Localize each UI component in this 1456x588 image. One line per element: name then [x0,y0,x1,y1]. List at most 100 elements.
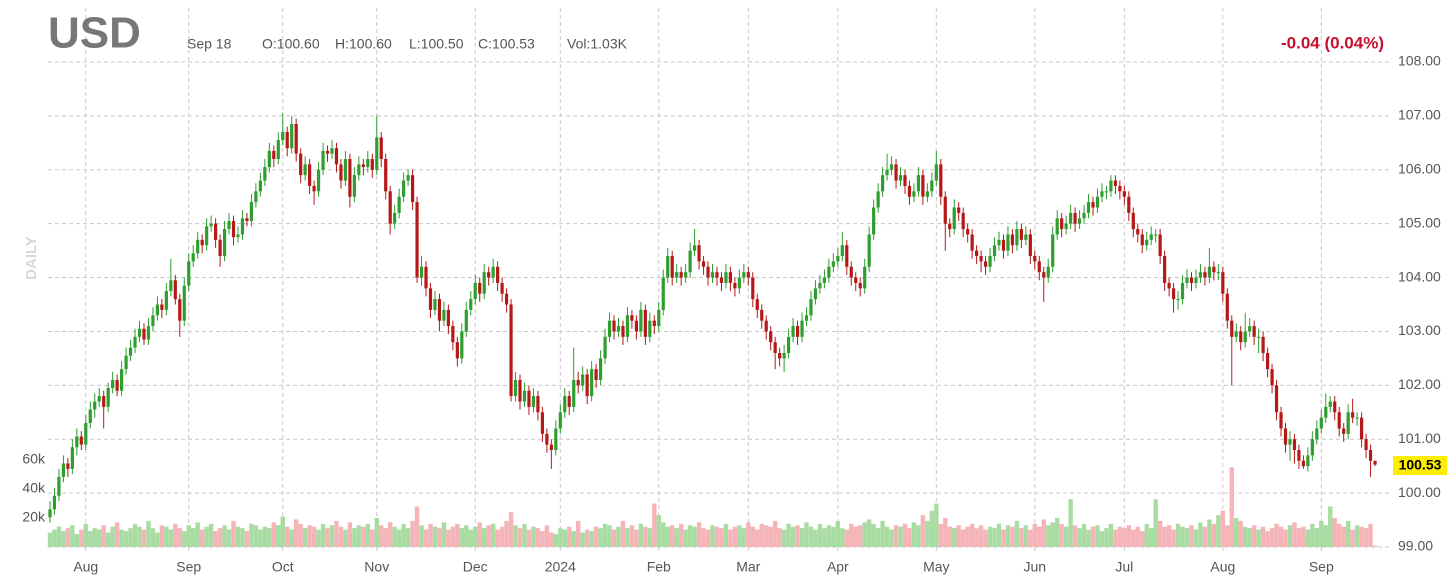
volume-bar [83,523,88,547]
volume-bar [875,528,881,547]
volume-bar [549,532,554,547]
candle-body [424,266,428,289]
volume-bar [1283,529,1288,547]
volume-bar [920,515,926,547]
volume-bar [392,526,397,547]
volume-bar [370,529,375,547]
candle-body [1221,272,1225,294]
volume-bar [244,531,250,547]
volume-bar [1350,529,1355,547]
candle-body [957,207,961,213]
volume-bar [150,528,156,547]
candle-body [227,220,231,230]
candle-body [128,347,133,356]
candle-body [1252,326,1256,337]
candle-body [384,159,388,192]
volume-bar [611,529,617,547]
volume-bar [781,529,787,547]
candle-body [348,159,352,197]
candle-body [1292,439,1297,450]
volume-bar [164,526,169,547]
candle-body [1189,277,1194,283]
volume-bar [678,523,684,547]
volume-bar [943,518,948,547]
volume-bar [889,529,894,547]
candle-body [61,463,66,477]
candle-body [782,353,786,359]
candle-body [1243,331,1247,343]
volume-bar [799,528,805,547]
volume-bar [670,525,675,547]
candle-body [308,164,312,186]
symbol-title: USD [48,9,141,58]
candle-body [1364,439,1368,450]
volume-bar [1144,523,1149,547]
volume-bar [1010,526,1015,547]
candle-body [1109,180,1113,192]
volume-bar [741,528,747,547]
volume-bar [817,523,823,547]
candle-body [1301,460,1305,467]
volume-bar [737,525,742,547]
volume-bar [423,529,429,547]
volume-bar [499,526,505,547]
volume-bar [580,532,585,547]
volume-bar [956,525,961,547]
candle-body [379,137,383,159]
candle-body [607,320,612,337]
candle-body [536,396,540,413]
volume-bar [652,503,657,547]
volume-bar [553,533,559,547]
volume-bar [74,533,80,547]
volume-bar [320,523,326,547]
volume-bar [517,528,523,547]
volume-bar [701,528,706,547]
candle-body [281,132,285,141]
candle-body [231,220,236,238]
candle-body [988,256,992,267]
volume-bar [777,528,782,547]
candle-body [764,320,768,332]
candle-body [666,256,670,278]
volume-bar [638,523,644,547]
candle-body [1265,353,1270,370]
y-tick-label: 106.00 [1398,160,1441,176]
volume-bar [1019,528,1024,547]
candle-body [1060,218,1064,230]
candle-body [1310,439,1314,456]
candle-body [102,396,106,407]
candle-body [160,304,164,310]
candle-body [209,223,213,227]
candle-body [1113,180,1117,186]
volume-bar [1287,525,1293,547]
volume-bar [477,522,482,547]
candle-body [258,180,262,192]
candle-body [912,191,916,197]
volume-bar [1184,528,1190,547]
volume-bar [1175,523,1181,547]
volume-bar [840,528,845,547]
volume-bar [473,526,478,547]
volume-bar [92,528,97,547]
volume-bar [880,520,885,547]
volume-bar [329,525,335,547]
candle-body [585,374,589,397]
volume-bar [965,526,970,547]
candle-body [357,164,361,176]
volume-bar [853,526,858,547]
volume-bar [1314,528,1320,547]
volume-bar [280,516,285,547]
candle-body [948,223,952,230]
volume-bar [374,518,379,547]
x-tick-label: Dec [463,559,488,575]
candle-body [75,436,79,448]
candle-body [133,336,137,348]
candle-body [214,223,218,240]
volume-bar [1368,523,1373,547]
candle-body [684,272,688,278]
candle-body [218,239,222,256]
volume-bar [1251,525,1257,547]
candle-body [733,282,737,289]
candle-body [1158,234,1162,256]
candle-body [330,148,334,154]
